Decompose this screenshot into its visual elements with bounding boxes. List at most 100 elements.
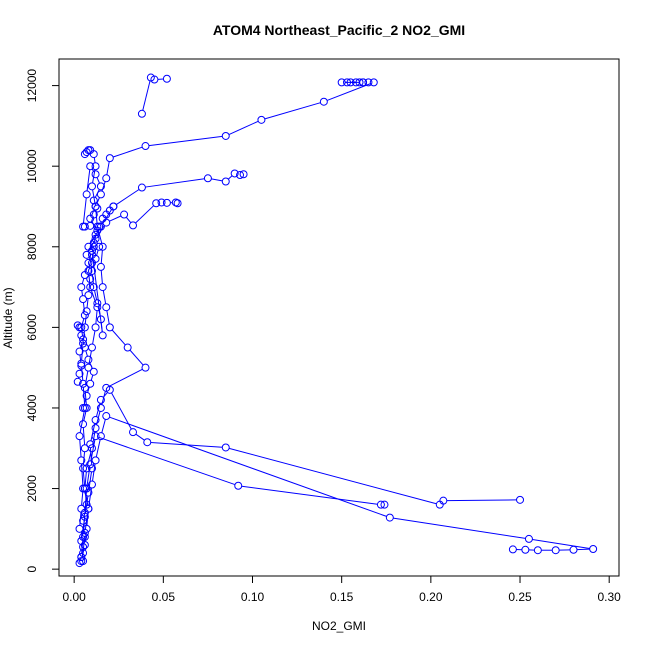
series-segment — [102, 392, 108, 398]
x-axis: 0.00 0.05 0.10 0.15 0.20 0.25 0.30 — [62, 575, 621, 604]
data-point — [91, 456, 100, 465]
data-point — [79, 464, 88, 473]
data-point — [86, 162, 95, 171]
data-point — [91, 416, 100, 425]
series-segment — [89, 362, 93, 369]
data-point — [91, 230, 100, 239]
series-segment — [100, 322, 103, 333]
series-segment — [90, 217, 94, 223]
data-point — [385, 513, 394, 522]
data-point — [79, 557, 88, 566]
data-point — [105, 323, 114, 332]
series-segment — [92, 330, 96, 345]
series-segment — [83, 411, 87, 421]
data-point — [96, 432, 105, 441]
data-point — [96, 403, 105, 412]
series-segment — [79, 354, 82, 363]
series-segment — [90, 439, 96, 462]
series-segment — [79, 439, 82, 457]
data-point — [230, 169, 239, 178]
data-point — [95, 222, 104, 231]
data-point — [236, 171, 245, 180]
data-point — [508, 545, 517, 554]
series-segment — [532, 538, 590, 549]
series-segment — [91, 254, 103, 333]
series-segment — [94, 290, 98, 300]
data-point — [93, 303, 102, 312]
series-7 — [79, 412, 598, 558]
data-point — [89, 242, 98, 251]
data-point — [337, 78, 346, 87]
series-segment — [241, 485, 378, 505]
series-segment — [112, 146, 143, 158]
data-point — [82, 391, 91, 400]
series-segment — [90, 423, 96, 441]
data-point — [82, 307, 91, 316]
series-segment — [82, 387, 86, 405]
data-point — [89, 238, 98, 247]
data-point — [91, 432, 100, 441]
data-point — [89, 196, 98, 205]
series-segment — [98, 436, 236, 486]
data-point — [91, 424, 100, 433]
data-point — [129, 221, 138, 230]
series-segment — [81, 278, 85, 284]
series-segment — [82, 197, 87, 224]
data-point — [80, 311, 89, 320]
data-point — [376, 500, 385, 509]
series-segment — [95, 310, 98, 324]
series-11 — [73, 242, 107, 386]
data-point — [79, 532, 88, 541]
series-segment — [86, 467, 91, 486]
data-point — [79, 542, 88, 551]
data-point — [105, 385, 114, 394]
series-segment — [96, 197, 100, 204]
series-segment — [96, 249, 99, 256]
series-segment — [92, 169, 96, 183]
data-point — [75, 347, 84, 356]
data-point — [89, 367, 98, 376]
data-point — [589, 545, 598, 554]
data-point — [137, 109, 146, 118]
series-segment — [82, 516, 86, 534]
series-segment — [142, 80, 151, 111]
data-point — [141, 142, 150, 151]
series-segment — [81, 338, 85, 345]
series-segment — [84, 495, 89, 514]
y-axis-label: Altitude (m) — [1, 287, 15, 348]
data-point — [123, 343, 132, 352]
data-point — [86, 283, 95, 292]
data-point — [91, 162, 100, 171]
data-point — [98, 283, 107, 292]
series-segment — [88, 254, 92, 260]
data-point — [77, 456, 86, 465]
data-point — [84, 488, 93, 497]
chart-title: ATOM4 Northeast_Pacific_2 NO2_GMI — [213, 22, 465, 38]
x-tick-label: 0.15 — [330, 590, 354, 604]
data-point — [75, 432, 84, 441]
data-point — [77, 283, 86, 292]
data-point — [234, 481, 243, 490]
series-segment — [101, 419, 106, 433]
data-point — [79, 222, 88, 231]
series-segment — [129, 349, 144, 366]
data-point — [162, 74, 171, 83]
data-point — [80, 343, 89, 352]
data-point — [102, 174, 111, 183]
data-point — [533, 546, 542, 555]
series-segment — [111, 392, 132, 430]
data-point — [141, 363, 150, 372]
data-point — [75, 369, 84, 378]
series-segment — [91, 209, 95, 216]
data-point — [143, 438, 152, 447]
data-point — [86, 379, 95, 388]
series-segment — [135, 433, 145, 441]
series-segment — [97, 306, 101, 317]
data-point — [89, 283, 98, 292]
data-point — [80, 150, 89, 159]
series-13 — [73, 321, 98, 412]
data-point — [98, 242, 107, 251]
data-point — [343, 78, 352, 87]
data-point — [105, 154, 114, 163]
